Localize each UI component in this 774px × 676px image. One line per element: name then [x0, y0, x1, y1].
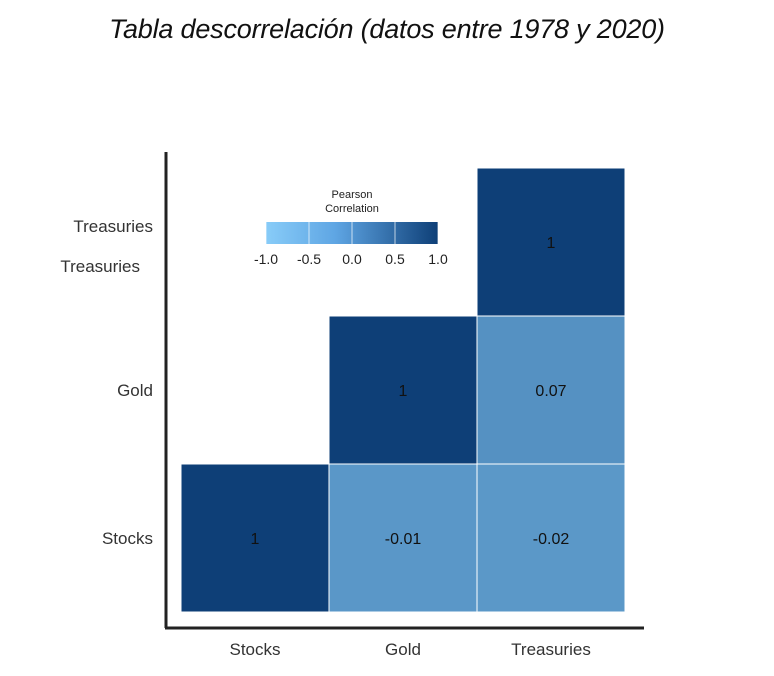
heatmap-cell-gold-gold — [328, 315, 478, 465]
legend-title-line2: Correlation — [325, 203, 379, 215]
y-tick-label-duplicate: Treasuries — [60, 257, 140, 276]
heatmap-cell-stocks-stocks — [180, 463, 330, 613]
y-tick-label: Stocks — [102, 529, 153, 548]
legend-tick-label: 0.5 — [385, 251, 405, 267]
cell-value-label: 1 — [547, 235, 556, 252]
cell-value-label: -0.02 — [533, 531, 570, 548]
legend-title-line1: Pearson — [332, 189, 373, 201]
y-tick-label: Gold — [117, 381, 153, 400]
legend-tick-label: 1.0 — [428, 251, 448, 267]
cell-value-label: 1 — [251, 531, 260, 548]
heatmap-cell-treasuries-gold — [476, 315, 626, 465]
heatmap-cell-treasuries-treasuries — [476, 167, 626, 317]
cell-value-label: 0.07 — [535, 383, 566, 400]
x-tick-label: Treasuries — [511, 640, 591, 659]
legend-tick-label: 0.0 — [342, 251, 362, 267]
x-tick-label: Stocks — [229, 640, 280, 659]
cell-value-label: 1 — [399, 383, 408, 400]
cell-value-label: -0.01 — [385, 531, 422, 548]
x-tick-label: Gold — [385, 640, 421, 659]
heatmap-cell-treasuries-stocks — [476, 463, 626, 613]
chart-title: Tabla descorrelación (datos entre 1978 y… — [109, 14, 665, 44]
color-legend: Pearson Correlation -1.0 -0.5 0.0 0.5 1.0 — [254, 189, 448, 267]
y-tick-label: Treasuries — [73, 217, 153, 236]
legend-tick-label: -1.0 — [254, 251, 278, 267]
legend-tick-label: -0.5 — [297, 251, 321, 267]
